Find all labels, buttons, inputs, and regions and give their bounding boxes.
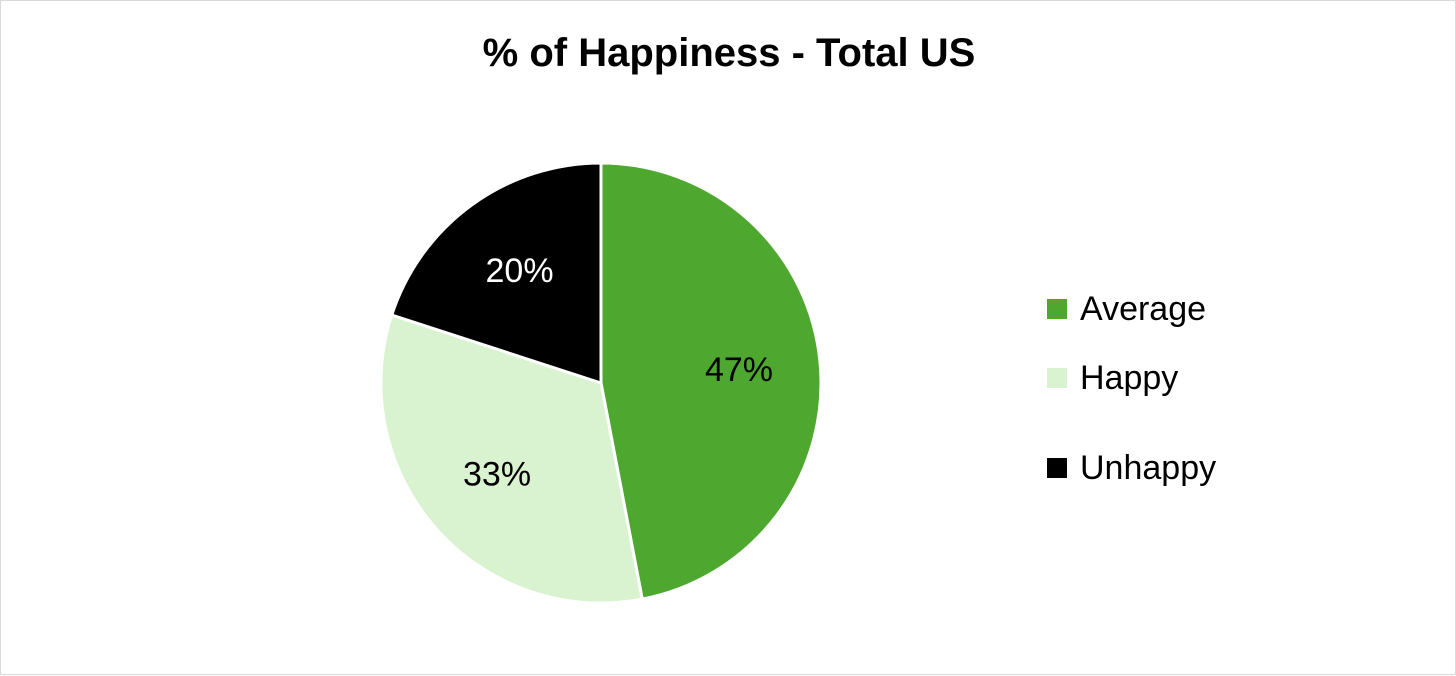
pie-slice-unhappy: [390, 161, 603, 385]
legend-label-average: Average: [1080, 290, 1207, 328]
legend-label-unhappy: Unhappy: [1080, 449, 1217, 487]
legend-swatch-unhappy: [1047, 458, 1067, 478]
legend-label-happy: Happy: [1080, 359, 1179, 397]
legend: Average Happy Unhappy: [1047, 285, 1216, 513]
legend-item-unhappy: Unhappy: [1047, 423, 1216, 513]
legend-item-average: Average: [1047, 285, 1216, 333]
pie-slice-happy: [379, 313, 644, 605]
data-label-average: 47%: [705, 351, 773, 389]
chart-title: % of Happiness - Total US: [482, 31, 976, 75]
data-label-happy: 33%: [463, 456, 531, 494]
legend-swatch-happy: [1047, 368, 1067, 388]
pie-slice-average: [599, 161, 823, 601]
data-label-unhappy: 20%: [486, 252, 554, 290]
legend-swatch-average: [1047, 299, 1067, 319]
legend-item-happy: Happy: [1047, 333, 1216, 423]
